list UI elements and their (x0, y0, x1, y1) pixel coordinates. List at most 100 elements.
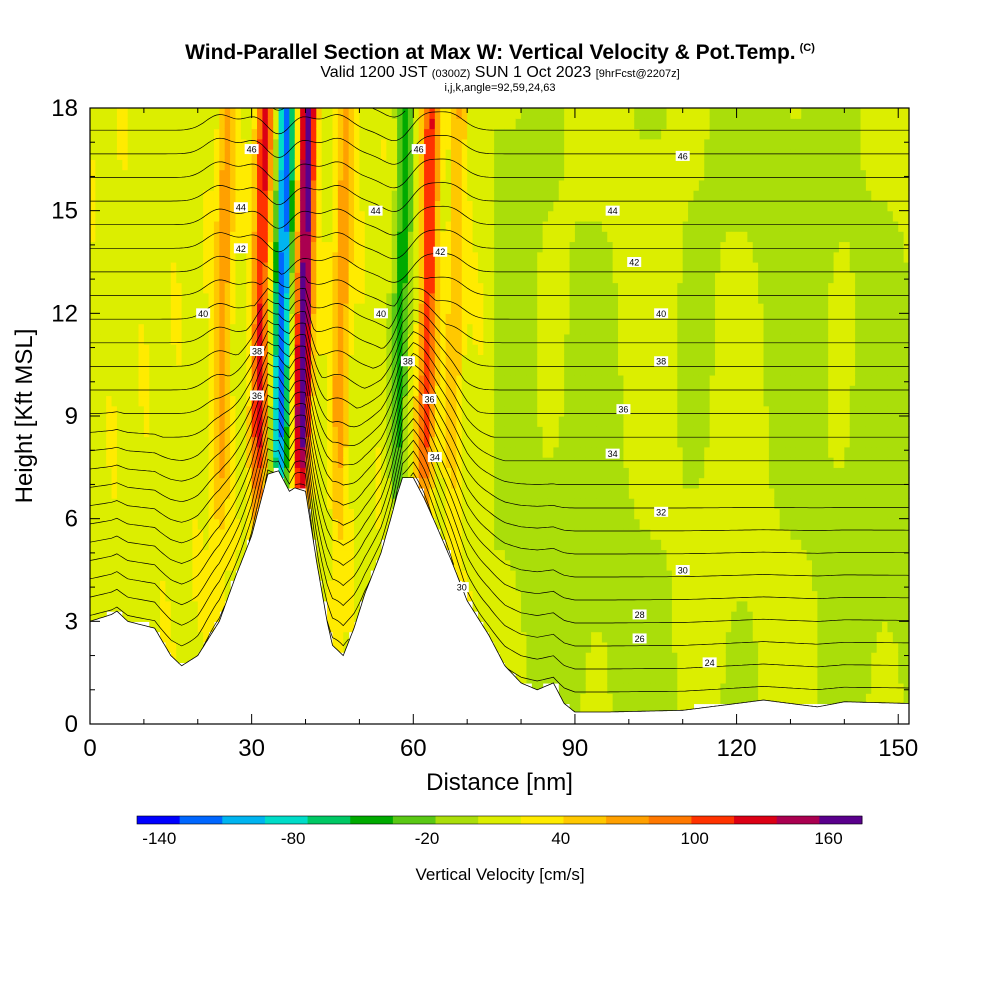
velocity-cell (332, 364, 339, 376)
velocity-cell (170, 477, 177, 489)
velocity-cell (510, 179, 517, 191)
velocity-cell (230, 457, 237, 468)
velocity-cell (170, 190, 177, 201)
velocity-cell (165, 405, 172, 417)
velocity-cell (364, 487, 371, 499)
velocity-cell (321, 220, 328, 232)
velocity-cell (127, 426, 134, 438)
velocity-cell (364, 262, 371, 273)
velocity-cell (375, 498, 382, 509)
velocity-cell (251, 251, 258, 263)
velocity-cell (127, 241, 134, 253)
velocity-cell (526, 169, 533, 181)
velocity-cell (133, 179, 140, 191)
velocity-cell (553, 405, 560, 417)
velocity-cell (176, 508, 183, 520)
velocity-cell (504, 405, 511, 417)
velocity-cell (143, 364, 150, 376)
velocity-cell (547, 436, 554, 448)
velocity-cell (380, 528, 387, 540)
velocity-cell (321, 487, 328, 499)
velocity-cell (483, 477, 490, 489)
velocity-cell (186, 631, 193, 643)
velocity-cell (526, 292, 533, 304)
velocity-cell (618, 333, 625, 345)
velocity-cell (257, 200, 264, 212)
velocity-cell (467, 149, 474, 160)
velocity-cell (262, 313, 269, 325)
velocity-cell (558, 508, 565, 520)
velocity-cell (154, 436, 161, 448)
velocity-cell (424, 374, 431, 386)
velocity-cell (154, 364, 161, 376)
velocity-cell (526, 672, 533, 684)
velocity-cell (354, 210, 361, 222)
velocity-cell (628, 200, 635, 212)
velocity-cell (628, 477, 635, 489)
velocity-cell (213, 262, 220, 273)
velocity-cell (208, 344, 215, 355)
velocity-cell (186, 477, 193, 489)
velocity-cell (343, 559, 350, 571)
velocity-cell (515, 508, 522, 520)
velocity-cell (283, 220, 290, 232)
velocity-cell (569, 662, 576, 674)
velocity-cell (467, 477, 474, 489)
velocity-cell (251, 128, 258, 140)
velocity-cell (628, 405, 635, 417)
velocity-cell (170, 508, 177, 520)
velocity-cell (149, 498, 156, 509)
velocity-cell (100, 138, 107, 150)
velocity-cell (283, 231, 290, 243)
velocity-cell (607, 631, 614, 643)
velocity-cell (321, 200, 328, 212)
velocity-cell (375, 282, 382, 294)
velocity-cell (591, 477, 598, 489)
velocity-cell (224, 190, 231, 201)
velocity-cell (585, 374, 592, 386)
velocity-cell (176, 251, 183, 263)
velocity-cell (531, 498, 538, 509)
velocity-cell (591, 251, 598, 263)
velocity-cell (418, 149, 425, 160)
velocity-cell (100, 190, 107, 201)
velocity-cell (558, 333, 565, 345)
velocity-cell (547, 200, 554, 212)
velocity-cell (116, 570, 123, 581)
velocity-cell (418, 333, 425, 345)
velocity-cell (337, 590, 344, 602)
velocity-cell (116, 282, 123, 294)
velocity-cell (176, 487, 183, 499)
velocity-cell (95, 149, 102, 160)
velocity-cell (316, 190, 323, 201)
velocity-cell (321, 426, 328, 438)
velocity-cell (607, 333, 614, 345)
velocity-cell (472, 539, 479, 551)
velocity-cell (391, 426, 398, 438)
velocity-cell (375, 241, 382, 253)
velocity-cell (580, 262, 587, 273)
velocity-cell (467, 364, 474, 376)
velocity-cell (418, 385, 425, 397)
velocity-cell (197, 457, 204, 468)
velocity-cell (467, 231, 474, 243)
velocity-cell (402, 416, 409, 427)
velocity-cell (267, 303, 274, 314)
velocity-cell (273, 118, 280, 130)
velocity-cell (203, 169, 210, 181)
velocity-cell (553, 487, 560, 499)
velocity-cell (472, 467, 479, 479)
velocity-cell (440, 149, 447, 160)
velocity-cell (154, 426, 161, 438)
velocity-cell (186, 395, 193, 407)
velocity-cell (488, 138, 495, 150)
velocity-cell (510, 138, 517, 150)
velocity-cell (623, 323, 630, 335)
velocity-cell (461, 272, 468, 284)
velocity-cell (612, 405, 619, 417)
velocity-cell (553, 652, 560, 663)
velocity-cell (483, 416, 490, 427)
velocity-cell (515, 169, 522, 181)
velocity-cell (510, 323, 517, 335)
velocity-cell (585, 549, 592, 561)
